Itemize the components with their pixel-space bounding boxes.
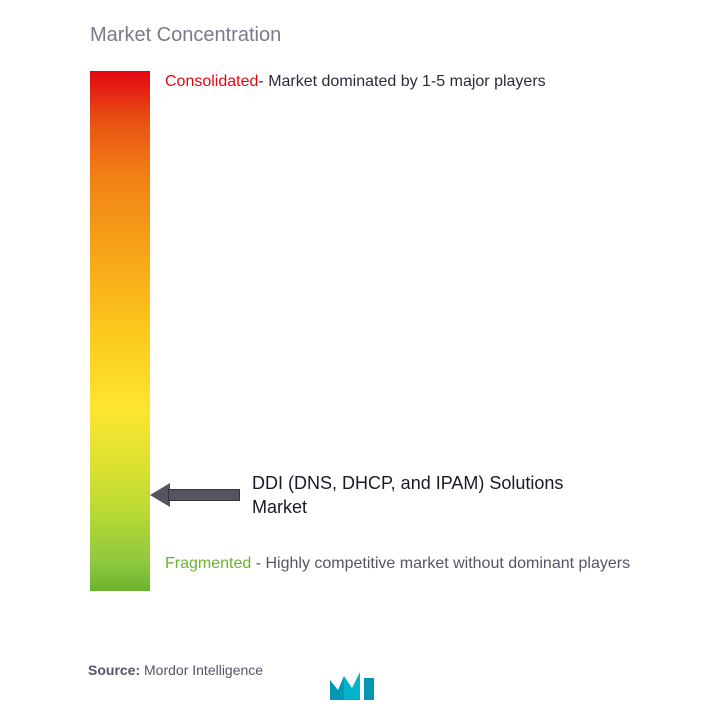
market-name-label: DDI (DNS, DHCP, and IPAM) Solutions Mark… — [252, 471, 572, 520]
chart-area: Consolidated- Market dominated by 1-5 ma… — [90, 71, 662, 601]
fragmented-keyword: Fragmented — [165, 555, 251, 572]
consolidated-keyword: Consolidated — [165, 73, 258, 90]
market-marker-row: DDI (DNS, DHCP, and IPAM) Solutions Mark… — [150, 471, 572, 520]
fragmented-label-row: Fragmented - Highly competitive market w… — [165, 551, 652, 577]
source-attribution: Source: Mordor Intelligence — [88, 662, 263, 678]
concentration-gradient-bar — [90, 71, 150, 591]
consolidated-description: - Market dominated by 1-5 major players — [258, 73, 545, 90]
arrow-left-icon — [150, 483, 240, 507]
fragmented-description: - Highly competitive market without domi… — [251, 555, 630, 572]
mordor-logo-icon — [330, 672, 374, 700]
chart-title: Market Concentration — [90, 24, 662, 47]
source-value: Mordor Intelligence — [144, 662, 263, 678]
consolidated-label-row: Consolidated- Market dominated by 1-5 ma… — [165, 71, 652, 93]
source-label: Source: — [88, 662, 140, 678]
